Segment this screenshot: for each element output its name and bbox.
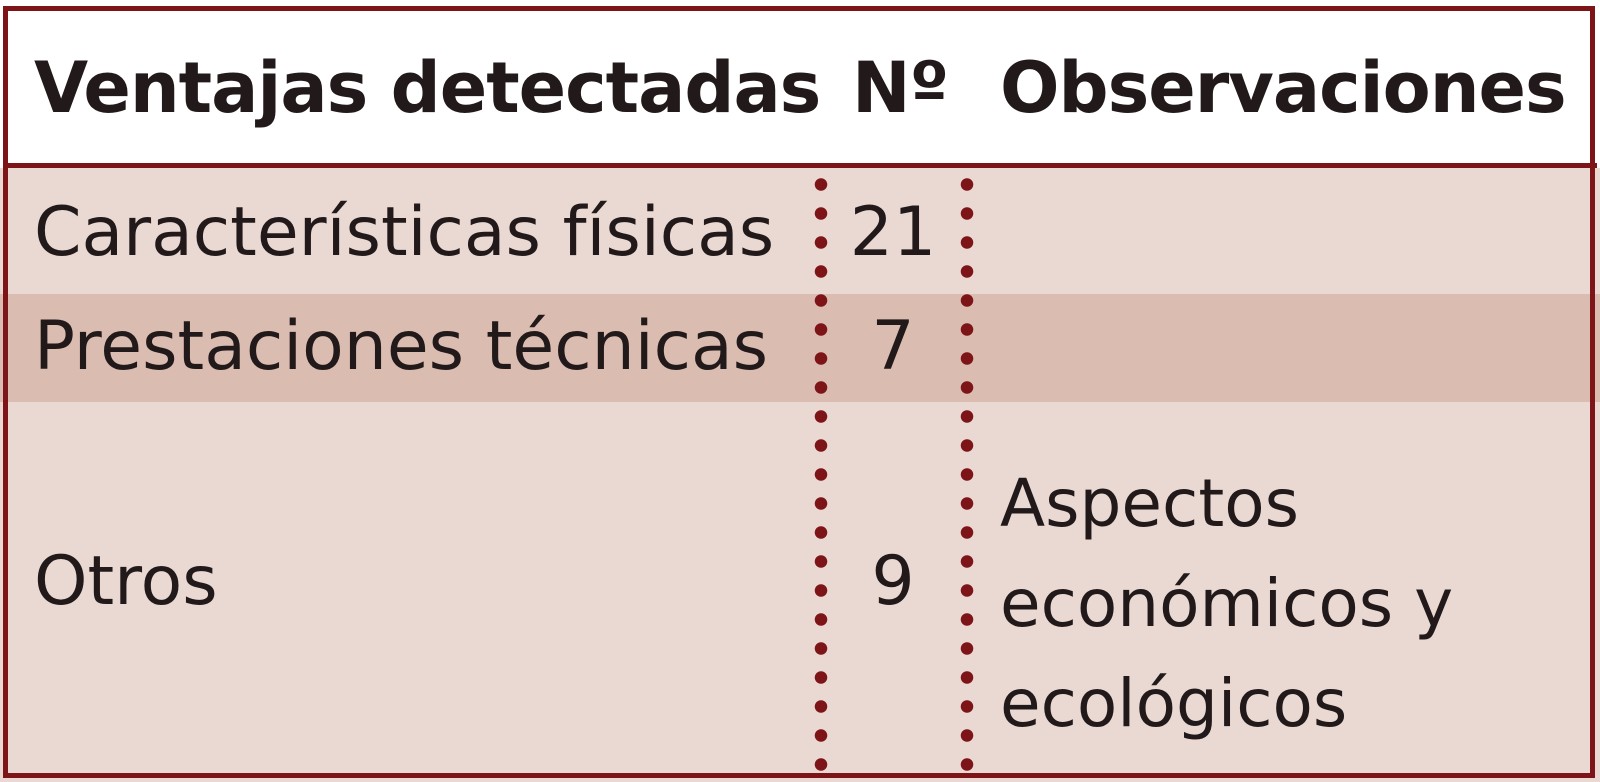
table-row: Características físicas 21 (0, 168, 1600, 294)
header-divider (3, 163, 1597, 168)
header-number: Nº (852, 47, 949, 129)
header-observations: Observaciones (1000, 47, 1567, 129)
table-row: Otros 9 Aspectos económicos y ecológicos (0, 402, 1600, 782)
observations-cell: Aspectos económicos y ecológicos (1000, 465, 1454, 742)
number-cell: 7 (871, 307, 915, 386)
dotted-column-divider (813, 168, 829, 780)
number-cell: 9 (871, 542, 915, 621)
advantage-cell: Otros (34, 542, 218, 621)
table-header-row: Ventajas detectadas Nº Observaciones (0, 0, 1600, 165)
table-row: Prestaciones técnicas 7 (0, 294, 1600, 402)
number-cell: 21 (849, 193, 937, 272)
header-advantages: Ventajas detectadas (34, 47, 821, 129)
dotted-column-divider (959, 168, 975, 780)
advantage-cell: Características físicas (34, 193, 775, 272)
advantage-cell: Prestaciones técnicas (34, 307, 769, 386)
table-border (3, 6, 1595, 778)
